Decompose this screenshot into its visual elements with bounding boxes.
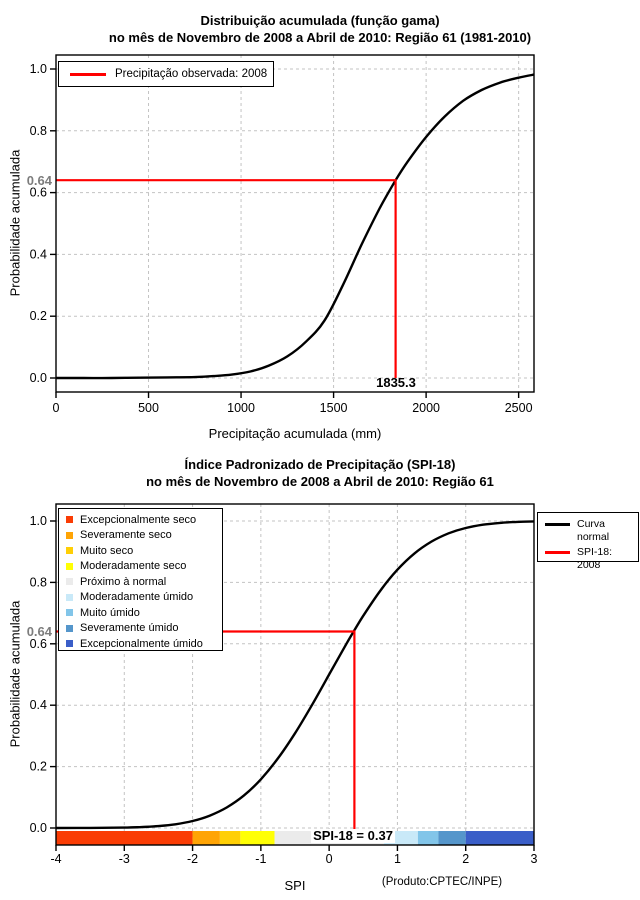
c1-y-tick-label: 0.0 (30, 371, 47, 385)
c2-x-tick-label: -4 (50, 852, 61, 866)
spi-category-label: Severamente úmido (80, 622, 179, 635)
product-credit: (Produto:CPTEC/INPE) (381, 876, 503, 888)
c2-cdf-curve (55, 520, 535, 830)
chart2-curves-legend: Curva normal SPI-18: 2008 (537, 512, 639, 571)
c2-y-tick-label: 0.6 (30, 637, 47, 651)
spi-category-label: Moderadamente seco (80, 560, 187, 573)
c2-y-tick-label: 0.8 (30, 575, 47, 589)
spi-category-bar-segment (56, 831, 193, 845)
spi-value-annotation: SPI-18 = 0.37 (311, 828, 395, 843)
c1-x-tick-label: 1000 (227, 401, 255, 415)
c1-y-tick-label: 0.2 (30, 309, 47, 323)
chart1-probability-annotation: 0.64 (26, 173, 52, 188)
chart1-precipitation-annotation: 1835.3 (376, 375, 416, 390)
spi-category-legend-item: Muito úmido (66, 605, 222, 621)
legend-item-normal-curve: Curva normal (545, 518, 634, 544)
c2-plot-box (55, 503, 535, 846)
c1-x-tick-label: 500 (138, 401, 159, 415)
chart2-yaxis-label: Probabilidade acumulada (7, 600, 23, 748)
c2-x-tick-label: -1 (255, 852, 266, 866)
c1-x-tick-label: 2500 (505, 401, 533, 415)
c1-x-tick-label: 1500 (320, 401, 348, 415)
spi-category-swatch (66, 531, 73, 539)
spi-category-legend-item: Severamente seco (66, 528, 222, 544)
spi-category-legend-item: Moderadamente seco (66, 559, 222, 575)
c1-x-tick-label: 2000 (412, 401, 440, 415)
spi18-line-sample (545, 550, 570, 554)
normal-curve-label: Curva normal (577, 518, 610, 543)
spi-category-bar-segment (240, 831, 275, 845)
spi-category-label: Severamente seco (80, 529, 172, 542)
c2-x-tick-label: 3 (531, 852, 538, 866)
c1-y-tick-label: 0.8 (30, 124, 47, 138)
spi-category-label: Moderadamente úmido (80, 591, 194, 604)
spi-category-swatch (66, 609, 73, 617)
spi-category-bar-segment (219, 831, 241, 845)
spi-category-bar-segment (192, 831, 220, 845)
spi-category-legend-item: Excepcionalmente úmido (66, 636, 222, 652)
spi-category-label: Muito seco (80, 544, 134, 557)
c1-cdf-curve (55, 73, 535, 380)
chart1-subtitle: no mês de Novembro de 2008 a Abril de 20… (108, 30, 532, 45)
c2-y-tick-label: 0.4 (30, 698, 47, 712)
spi-category-swatch (66, 547, 73, 555)
normal-curve-line-sample (545, 522, 570, 526)
spi-category-label: Excepcionalmente úmido (80, 637, 203, 650)
spi-category-label: Próximo à normal (80, 575, 167, 588)
spi-category-bar-segment (438, 831, 466, 845)
chart2-xaxis-label: SPI (284, 878, 306, 893)
spi-category-label: Excepcionalmente seco (80, 513, 197, 526)
spi-category-legend-item: Moderadamente úmido (66, 590, 222, 606)
c2-x-tick-label: -2 (187, 852, 198, 866)
spi-categories-legend: Excepcionalmente seco Severamente seco Mui… (58, 508, 223, 651)
c1-plot-box (55, 54, 535, 393)
chart2-subtitle: no mês de Novembro de 2008 a Abril de 20… (146, 474, 494, 489)
spi-category-legend-item: Severamente úmido (66, 621, 222, 637)
chart1-legend: Precipitação observada: 2008 (58, 61, 274, 87)
spi-category-legend-item: Muito seco (66, 543, 222, 559)
spi-category-legend-item: Próximo à normal (66, 574, 222, 590)
c1-reference-line (56, 179, 397, 378)
c1-y-tick-label: 0.6 (30, 186, 47, 200)
c2-y-tick-label: 1.0 (30, 514, 47, 528)
spi18-label: SPI-18: 2008 (577, 546, 613, 571)
c1-y-tick-label: 1.0 (30, 62, 47, 76)
c2-x-tick-label: 2 (462, 852, 469, 866)
c2-reference-line (56, 630, 356, 831)
spi-category-swatch (66, 593, 73, 601)
spi-category-swatch (66, 562, 73, 570)
spi-category-bar-segment (465, 831, 534, 845)
c1-x-tick-label: 0 (53, 401, 60, 415)
spi-category-legend-item: Excepcionalmente seco (66, 512, 222, 528)
spi-category-bar-segment (417, 831, 439, 845)
c2-x-tick-label: 1 (394, 852, 401, 866)
legend-item-spi18: SPI-18: 2008 (545, 546, 634, 572)
spi-category-label: Muito úmido (80, 606, 140, 619)
c2-y-tick-label: 0.0 (30, 821, 47, 835)
c2-x-tick-label: -3 (119, 852, 130, 866)
observed-precipitation-line-sample (70, 72, 106, 76)
chart2-title: Índice Padronizado de Precipitação (SPI-… (184, 457, 456, 472)
c1-y-tick-label: 0.4 (30, 247, 47, 261)
chart1-legend-label: Precipitação observada: 2008 (115, 68, 268, 80)
c2-x-tick-label: 0 (326, 852, 333, 866)
spi-category-swatch (66, 640, 73, 648)
c2-y-tick-label: 0.2 (30, 760, 47, 774)
spi-category-swatch (66, 624, 73, 632)
chart1-yaxis-label: Probabilidade acumulada (7, 149, 23, 297)
chart1-xaxis-label: Precipitação acumulada (mm) (208, 426, 382, 441)
spi-category-swatch (66, 516, 73, 524)
chart2-probability-annotation: 0.64 (26, 624, 52, 639)
chart1-title: Distribuição acumulada (função gama) (200, 13, 440, 28)
spi-category-swatch (66, 578, 73, 586)
